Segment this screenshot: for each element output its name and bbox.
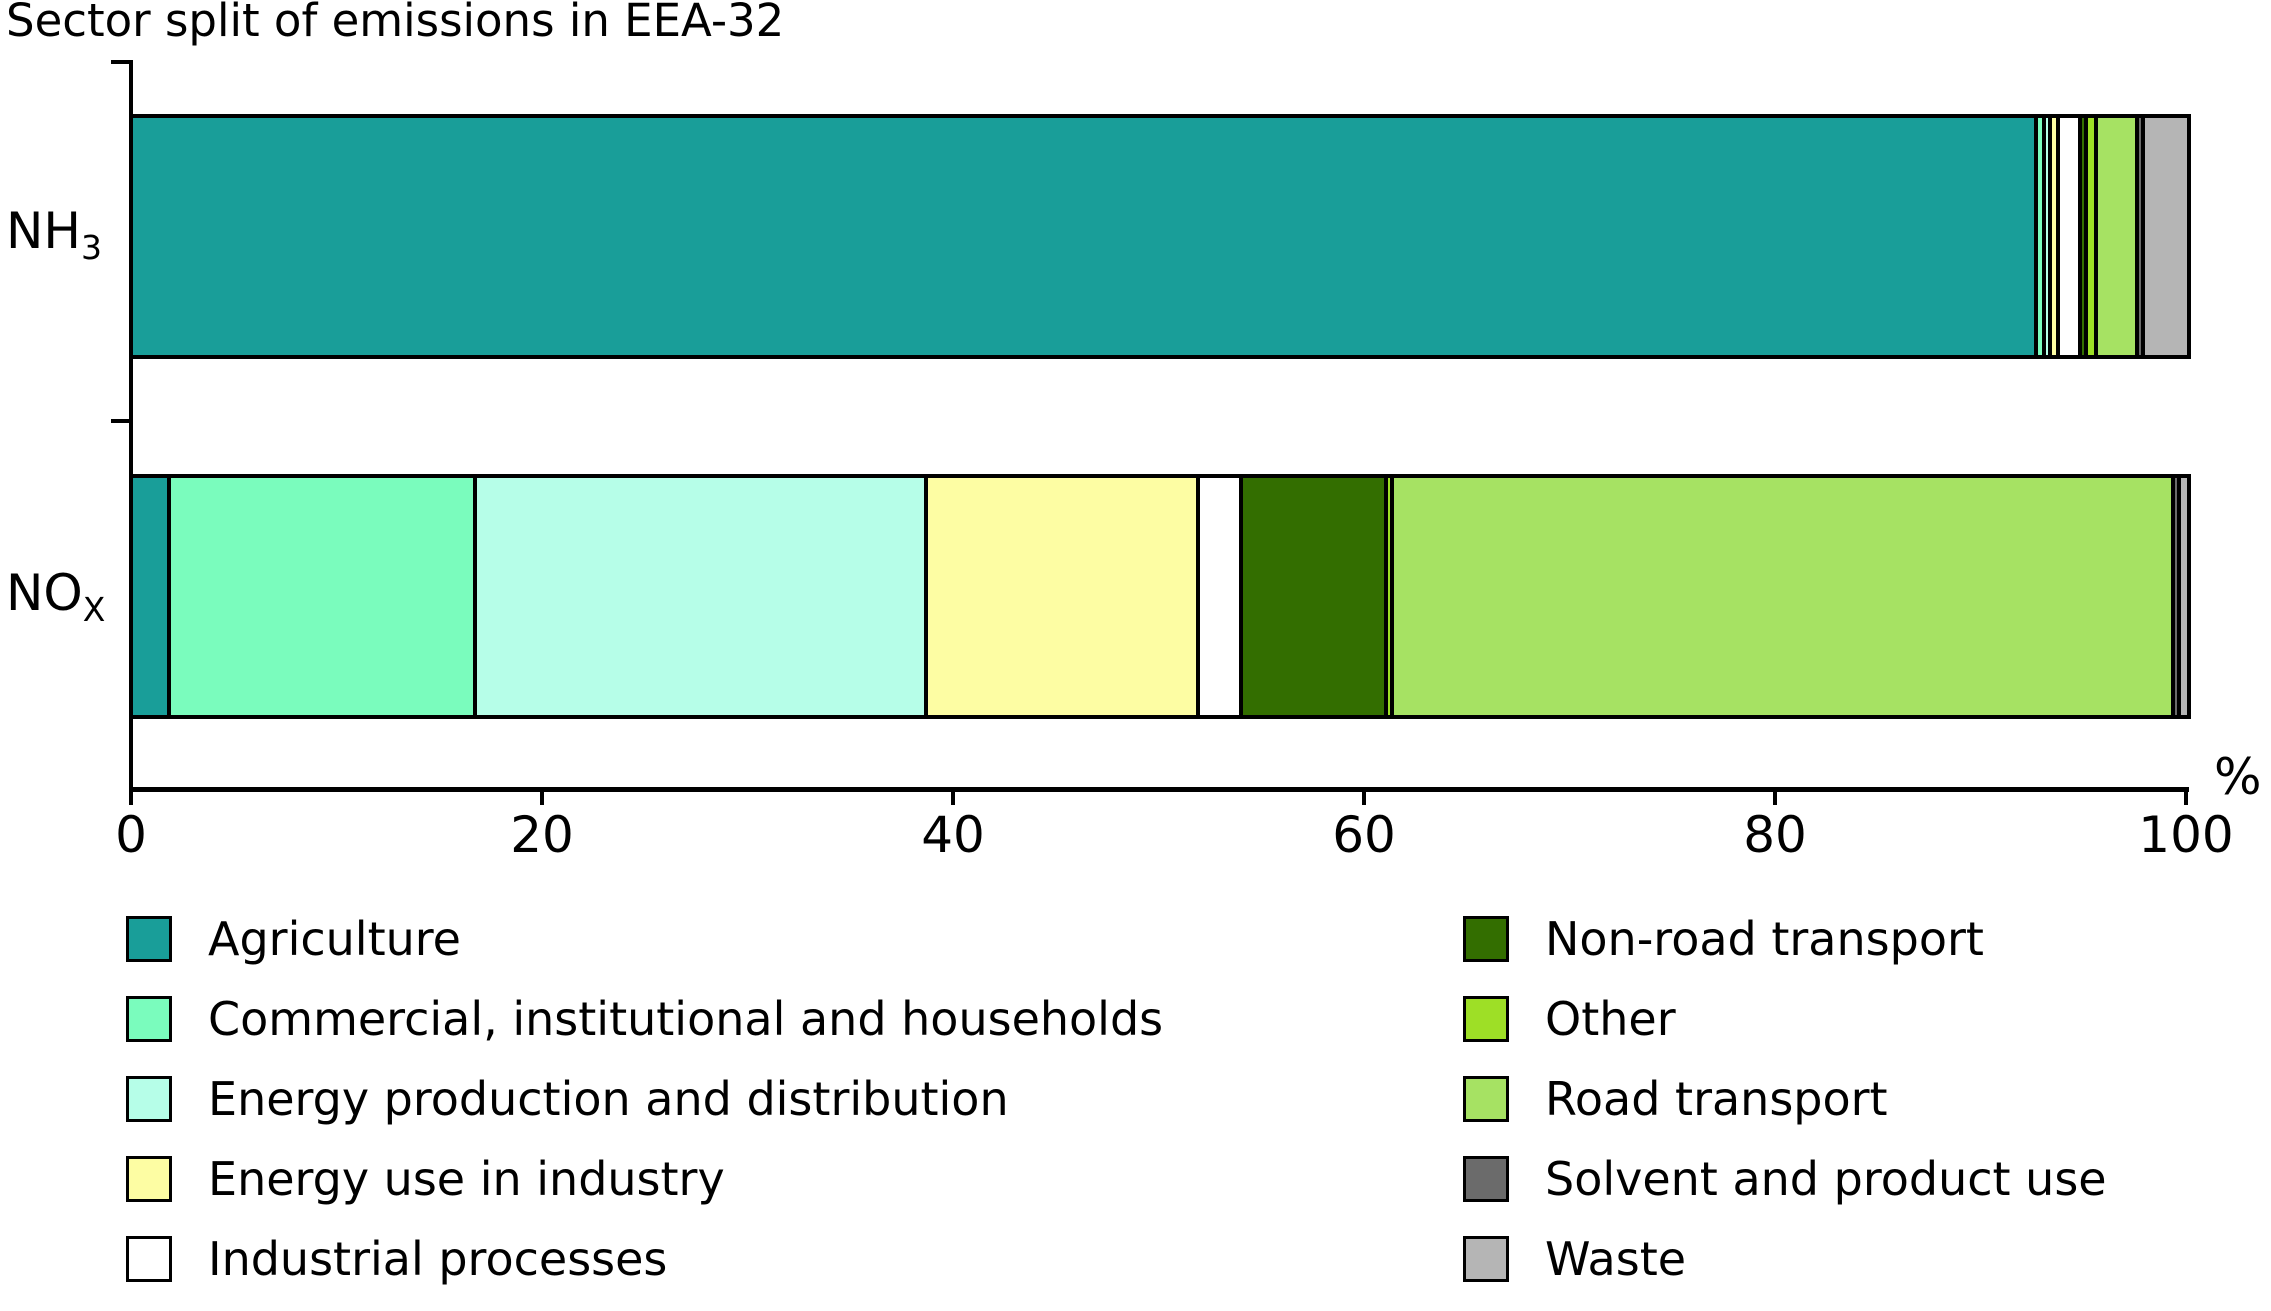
category-label-nox-base: NO (6, 564, 83, 622)
nox-segment-agriculture (133, 478, 168, 715)
nox-segment-other (1388, 478, 1391, 715)
legend-item-label: Energy use in industry (208, 1152, 725, 1206)
legend-column-left: Agriculture Commercial, institutional an… (126, 912, 1163, 1311)
nox-segment-waste (2180, 478, 2187, 715)
nh3-segment-energy-use-industry (2051, 118, 2056, 355)
nh3-segment-waste (2144, 118, 2188, 355)
x-axis-unit-label: % (2214, 748, 2262, 806)
x-axis-tick (2184, 787, 2188, 805)
legend-item: Waste (1463, 1232, 2107, 1286)
nox-segment-energy-production (476, 478, 924, 715)
nox-segment-solvent-product-use (2174, 478, 2177, 715)
nox-segment-commercial (171, 478, 473, 715)
legend-item-label: Waste (1545, 1232, 1687, 1286)
legend-item: Road transport (1463, 1072, 2107, 1126)
x-axis-line (129, 787, 2189, 792)
legend-swatch-road-transport (1463, 1076, 1509, 1122)
legend-item: Industrial processes (126, 1232, 1163, 1286)
legend-item: Commercial, institutional and households (126, 992, 1163, 1046)
y-axis-tick (111, 419, 131, 423)
legend-item: Non-road transport (1463, 912, 2107, 966)
x-tick-label: 40 (921, 806, 985, 864)
legend-swatch-solvent-product-use (1463, 1156, 1509, 1202)
nox-segment-non-road-transport (1242, 478, 1385, 715)
legend-swatch-other (1463, 996, 1509, 1042)
nox-segment-energy-use-industry (927, 478, 1197, 715)
x-tick-label: 60 (1332, 806, 1396, 864)
nh3-segment-other (2087, 118, 2095, 355)
x-tick-label: 0 (115, 806, 147, 864)
legend-swatch-industrial-processes (126, 1236, 172, 1282)
nh3-segment-energy-production (2045, 118, 2048, 355)
legend-item: Energy use in industry (126, 1152, 1163, 1206)
x-axis-tick (129, 787, 133, 805)
legend-swatch-energy-production (126, 1076, 172, 1122)
legend-item-label: Other (1545, 992, 1676, 1046)
legend-item-label: Non-road transport (1545, 912, 1984, 966)
x-axis-tick (1773, 787, 1777, 805)
nh3-segment-road-transport (2098, 118, 2135, 355)
legend-item: Energy production and distribution (126, 1072, 1163, 1126)
legend-item: Agriculture (126, 912, 1163, 966)
legend-item-label: Industrial processes (208, 1232, 668, 1286)
category-label-nox-subscript: X (82, 590, 106, 629)
legend-item-label: Commercial, institutional and households (208, 992, 1164, 1046)
legend-swatch-non-road-transport (1463, 916, 1509, 962)
legend-swatch-agriculture (126, 916, 172, 962)
category-label-nox: NOX (6, 564, 105, 626)
category-label-nh3-base: NH (6, 202, 81, 260)
legend-swatch-waste (1463, 1236, 1509, 1282)
nh3-segment-agriculture (133, 118, 2034, 355)
x-tick-label: 100 (2138, 806, 2234, 864)
legend-item: Solvent and product use (1463, 1152, 2107, 1206)
nox-stacked-bar (129, 474, 2191, 719)
chart-title: Sector split of emissions in EEA-32 (6, 0, 785, 47)
legend-item: Other (1463, 992, 2107, 1046)
legend-item-label: Agriculture (208, 912, 461, 966)
y-axis-line (129, 60, 133, 791)
x-axis-tick (540, 787, 544, 805)
nox-segment-road-transport (1394, 478, 2171, 715)
category-label-nh3-subscript: 3 (81, 228, 102, 267)
x-tick-label: 80 (1743, 806, 1807, 864)
category-label-nh3: NH3 (6, 202, 102, 264)
nh3-segment-industrial-processes (2059, 118, 2078, 355)
legend-item-label: Solvent and product use (1545, 1152, 2107, 1206)
nox-segment-industrial-processes (1200, 478, 1239, 715)
y-axis-tick (111, 60, 131, 64)
legend-item-label: Road transport (1545, 1072, 1888, 1126)
nh3-segment-solvent-product-use (2138, 118, 2141, 355)
x-tick-label: 20 (510, 806, 574, 864)
x-axis-tick (1362, 787, 1366, 805)
x-axis-tick (951, 787, 955, 805)
legend-swatch-commercial (126, 996, 172, 1042)
nh3-stacked-bar (129, 114, 2191, 359)
legend-item-label: Energy production and distribution (208, 1072, 1009, 1126)
nh3-segment-non-road-transport (2081, 118, 2084, 355)
nh3-segment-commercial (2037, 118, 2042, 355)
legend-column-right: Non-road transport Other Road transport … (1463, 912, 2107, 1311)
legend-swatch-energy-use-industry (126, 1156, 172, 1202)
